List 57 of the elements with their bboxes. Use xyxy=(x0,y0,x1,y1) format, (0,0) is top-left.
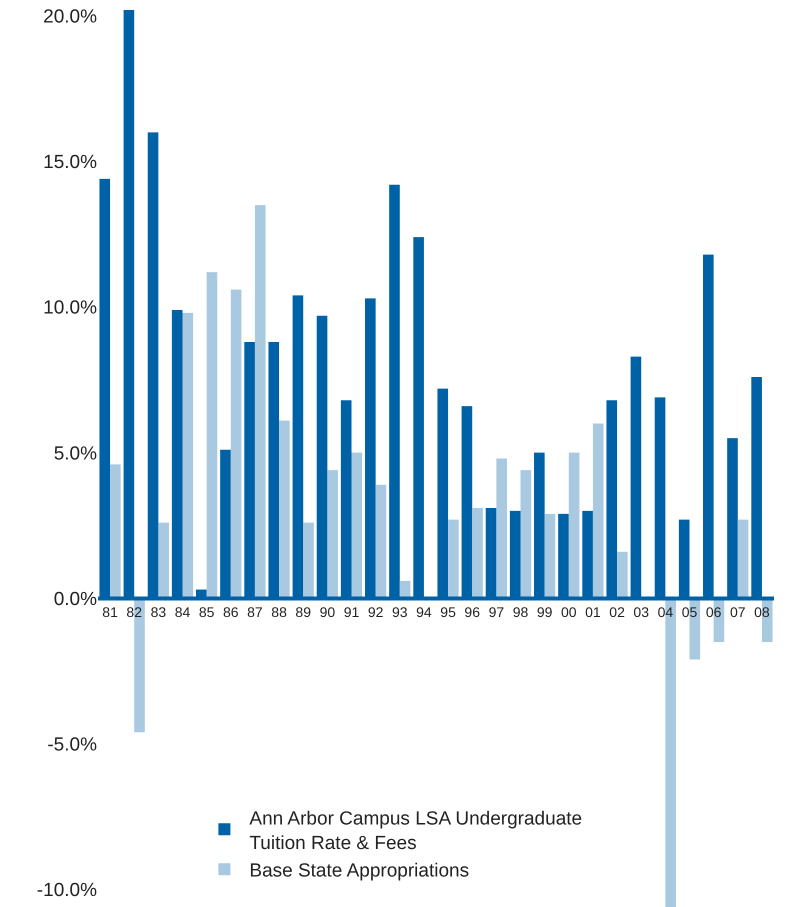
legend-label: Ann Arbor Campus LSA Undergraduate Tuition Rate & Fees xyxy=(249,808,582,854)
x-tick-label: 82 xyxy=(126,604,142,620)
y-tick-label: 15.0% xyxy=(43,152,98,174)
x-tick-label: 95 xyxy=(440,604,456,620)
x-tick-label: 94 xyxy=(416,604,432,620)
bar xyxy=(520,470,532,598)
x-tick-label: 83 xyxy=(150,604,166,620)
x-tick-label: 06 xyxy=(706,604,722,620)
x-tick-label: 88 xyxy=(271,604,288,620)
bar xyxy=(303,522,314,598)
y-tick-label: 0.0% xyxy=(54,588,98,610)
x-tick-label: 01 xyxy=(585,604,601,620)
bar xyxy=(352,452,362,598)
bar xyxy=(448,520,459,598)
x-tick-label: 92 xyxy=(368,604,384,620)
x-tick-label: 99 xyxy=(536,604,553,620)
y-tick-label: -5.0% xyxy=(47,734,98,756)
x-tick-label: 98 xyxy=(512,604,528,620)
x-tick-label: 96 xyxy=(464,604,480,620)
bar xyxy=(496,458,507,598)
bar xyxy=(327,470,338,598)
x-tick-label: 97 xyxy=(488,604,504,620)
x-tick-label: 81 xyxy=(102,604,118,620)
x-tick-label: 07 xyxy=(730,604,746,620)
x-tick-label: 04 xyxy=(658,604,674,620)
bar xyxy=(568,452,580,598)
x-tick-label: 93 xyxy=(392,604,408,620)
x-tick-label: 89 xyxy=(295,604,312,620)
y-tick-label: 20.0% xyxy=(43,6,98,28)
bar xyxy=(182,312,194,598)
x-tick-label: 90 xyxy=(320,604,336,620)
x-tick-label: 85 xyxy=(198,604,215,620)
legend-label: Base State Appropriations xyxy=(249,860,470,882)
bar xyxy=(230,290,242,598)
x-tick-label: 05 xyxy=(682,604,698,620)
y-tick-label: 10.0% xyxy=(43,298,98,319)
bar xyxy=(254,205,266,598)
bar xyxy=(110,464,121,598)
x-tick-label: 00 xyxy=(561,604,577,620)
bar xyxy=(738,520,748,598)
y-tick-label: -10.0% xyxy=(36,880,98,902)
x-tick-label: 87 xyxy=(247,604,263,620)
bar xyxy=(617,552,628,598)
x-tick-label: 91 xyxy=(344,604,360,620)
bar xyxy=(376,484,386,598)
x-tick-label: 08 xyxy=(754,604,770,620)
bar xyxy=(206,272,218,598)
x-tick-label: 86 xyxy=(223,604,239,620)
y-tick-label: 5.0% xyxy=(54,443,98,464)
x-tick-label: 03 xyxy=(633,604,650,620)
bar xyxy=(544,514,556,598)
bar xyxy=(158,522,169,598)
bar xyxy=(472,508,483,598)
bar xyxy=(279,420,290,598)
x-tick-label: 02 xyxy=(609,604,626,620)
bar xyxy=(592,424,604,598)
x-tick-label: 84 xyxy=(174,604,190,620)
